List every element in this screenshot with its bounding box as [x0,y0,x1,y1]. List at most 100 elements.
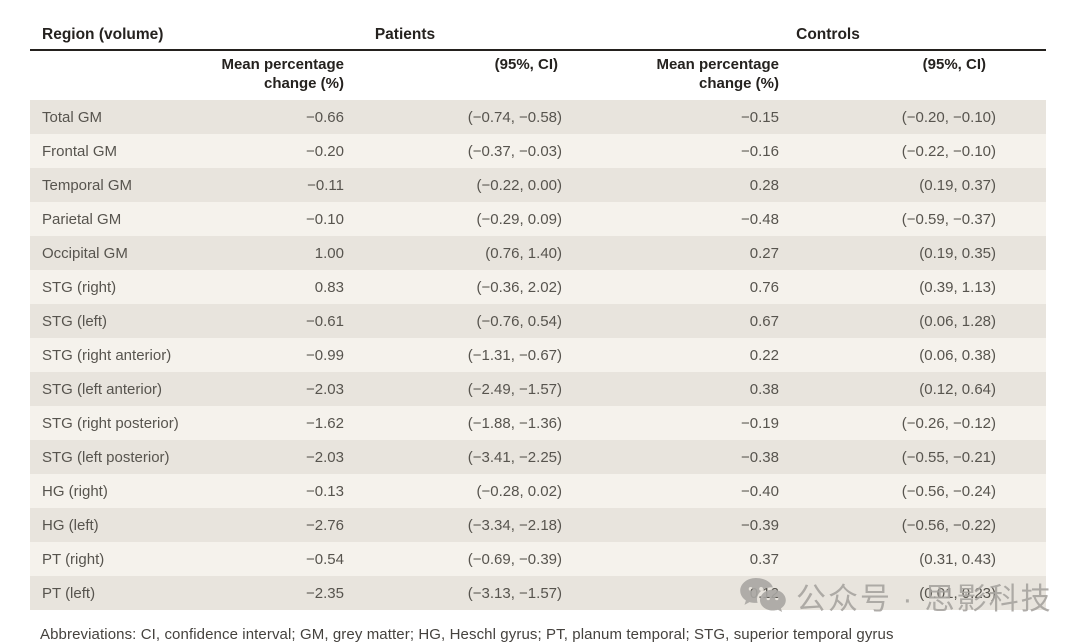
patients-ci-cell: (−0.22, 0.00) [476,176,562,194]
patients-mean-cell: 0.83 [314,278,344,296]
controls-mean-cell: −0.48 [741,210,779,228]
subheader-controls-ci: (95%, CI) [922,56,986,73]
subheader-controls-mean: Mean percentage change (%) [656,56,779,92]
patients-ci-cell: (−0.69, −0.39) [467,550,562,568]
controls-ci-cell: (−0.26, −0.12) [901,414,996,432]
volume-change-table: Region (volume) Patients Controls Mean p… [30,18,1046,610]
table-row: PT (right) −0.54 (−0.69, −0.39) 0.37 (0.… [30,542,1046,576]
subheader-patients-ci: (95%, CI) [494,56,558,73]
controls-ci-cell: (0.19, 0.37) [919,176,996,194]
patients-ci-cell: (−3.41, −2.25) [467,448,562,466]
patients-mean-cell: −0.13 [306,482,344,500]
region-cell: STG (right posterior) [42,414,179,432]
abbreviations-footnote: Abbreviations: CI, confidence interval; … [40,626,894,643]
patients-mean-cell: −0.99 [306,346,344,364]
patients-mean-cell: −1.62 [306,414,344,432]
controls-ci-cell: (0.06, 1.28) [919,312,996,330]
table-row: STG (right anterior) −0.99 (−1.31, −0.67… [30,338,1046,372]
controls-mean-cell: 0.28 [749,176,779,194]
patients-ci-cell: (0.76, 1.40) [485,244,562,262]
region-cell: Parietal GM [42,210,122,228]
table-row: HG (right) −0.13 (−0.28, 0.02) −0.40 (−0… [30,474,1046,508]
patients-ci-cell: (−1.31, −0.67) [467,346,562,364]
subheader-spacer [30,50,200,100]
table-row: Temporal GM −0.11 (−0.22, 0.00) 0.28 (0.… [30,168,1046,202]
watermark-text: 公众号 · 思影科技 [796,583,1053,616]
region-cell: Temporal GM [42,176,133,194]
patients-mean-cell: −0.11 [307,176,344,194]
patients-mean-cell: −2.03 [306,448,344,466]
watermark: 公众号 · 思影科技 [740,574,1053,618]
table-row: STG (left anterior) −2.03 (−2.49, −1.57)… [30,372,1046,406]
region-cell: Total GM [42,108,103,126]
controls-mean-cell: −0.15 [741,108,779,126]
subheader-patients-mean: Mean percentage change (%) [221,56,344,92]
controls-ci-cell: (0.39, 1.13) [919,278,996,296]
table-row: STG (right) 0.83 (−0.36, 2.02) 0.76 (0.3… [30,270,1046,304]
column-header-region: Region (volume) [30,18,200,51]
patients-ci-cell: (−0.28, 0.02) [476,482,562,500]
table-row: Frontal GM −0.20 (−0.37, −0.03) −0.16 (−… [30,134,1046,168]
table-sub-header-row: Mean percentage change (%) (95%, CI) Mea… [30,50,1046,100]
region-cell: STG (left) [42,312,108,330]
controls-ci-cell: (0.01, 0.23) [919,584,996,602]
table-row: Occipital GM 1.00 (0.76, 1.40) 0.27 (0.1… [30,236,1046,270]
region-cell: STG (right anterior) [42,346,172,364]
patients-ci-cell: (−0.76, 0.54) [476,312,562,330]
patients-ci-cell: (−0.74, −0.58) [467,108,562,126]
controls-ci-cell: (0.19, 0.35) [919,244,996,262]
region-cell: Occipital GM [42,244,128,262]
wechat-icon [740,577,786,613]
patients-ci-cell: (−3.34, −2.18) [467,516,562,534]
table-row: PT (left) −2.35 (−3.13, −1.57) 0.12 (0.0… [30,576,1046,610]
patients-ci-cell: (−0.36, 2.02) [476,278,562,296]
controls-mean-cell: −0.19 [741,414,779,432]
controls-mean-cell: 0.76 [749,278,779,296]
group-header-controls: Controls [570,18,1046,51]
patients-mean-cell: −2.03 [306,380,344,398]
patients-ci-cell: (−0.29, 0.09) [476,210,562,228]
controls-mean-cell: 0.38 [749,380,779,398]
patients-mean-cell: −0.20 [306,142,344,160]
patients-ci-cell: (−2.49, −1.57) [467,380,562,398]
table-group-header-row: Region (volume) Patients Controls [30,18,1046,51]
patients-ci-cell: (−1.88, −1.36) [467,414,562,432]
controls-mean-cell: 0.67 [749,312,779,330]
controls-mean-cell: −0.38 [741,448,779,466]
region-cell: Frontal GM [42,142,118,160]
patients-mean-cell: 1.00 [314,244,344,262]
region-cell: PT (left) [42,584,96,602]
patients-ci-cell: (−3.13, −1.57) [467,584,562,602]
region-cell: HG (right) [42,482,108,500]
patients-mean-cell: −0.61 [306,312,344,330]
table-row: Total GM −0.66 (−0.74, −0.58) −0.15 (−0.… [30,100,1046,134]
controls-mean-cell: 0.22 [749,346,779,364]
patients-mean-cell: −2.35 [306,584,344,602]
controls-ci-cell: (0.31, 0.43) [919,550,996,568]
controls-ci-cell: (−0.55, −0.21) [901,448,996,466]
table-row: STG (left posterior) −2.03 (−3.41, −2.25… [30,440,1046,474]
controls-mean-cell: 0.37 [749,550,779,568]
patients-mean-cell: −2.76 [306,516,344,534]
controls-mean-cell: −0.39 [741,516,779,534]
region-cell: HG (left) [42,516,99,534]
table-row: HG (left) −2.76 (−3.34, −2.18) −0.39 (−0… [30,508,1046,542]
table-row: Parietal GM −0.10 (−0.29, 0.09) −0.48 (−… [30,202,1046,236]
controls-ci-cell: (−0.20, −0.10) [901,108,996,126]
patients-mean-cell: −0.66 [306,108,344,126]
patients-mean-cell: −0.54 [306,550,344,568]
region-cell: STG (right) [42,278,117,296]
controls-ci-cell: (0.12, 0.64) [919,380,996,398]
controls-ci-cell: (−0.56, −0.22) [901,516,996,534]
region-cell: STG (left anterior) [42,380,163,398]
patients-ci-cell: (−0.37, −0.03) [467,142,562,160]
controls-ci-cell: (−0.56, −0.24) [901,482,996,500]
region-cell: STG (left posterior) [42,448,170,466]
controls-ci-cell: (−0.59, −0.37) [901,210,996,228]
region-cell: PT (right) [42,550,105,568]
controls-ci-cell: (−0.22, −0.10) [901,142,996,160]
group-header-patients: Patients [200,18,570,51]
controls-mean-cell: 0.27 [749,244,779,262]
controls-mean-cell: −0.40 [741,482,779,500]
